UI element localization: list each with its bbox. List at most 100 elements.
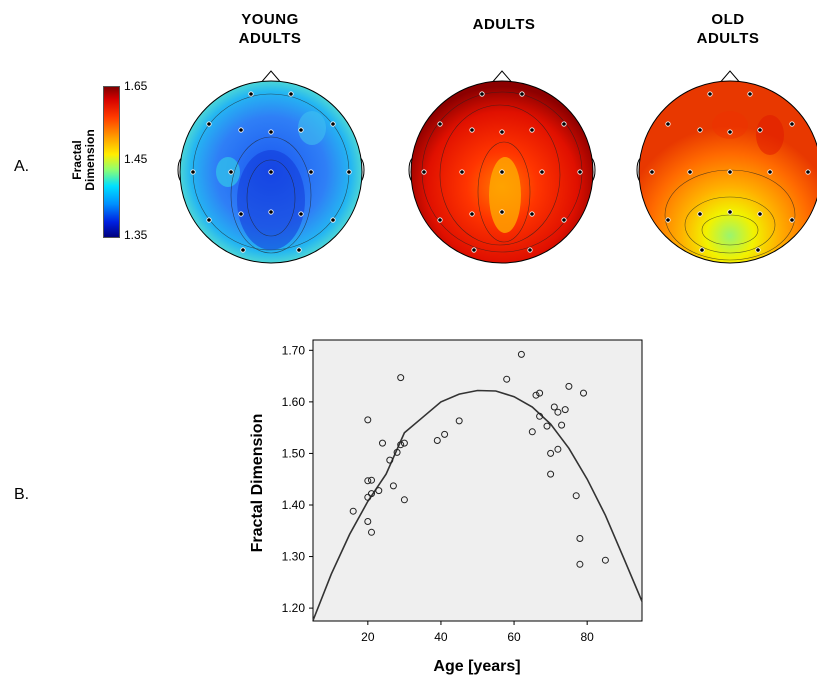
scatter-point — [368, 528, 375, 536]
scatter-point — [561, 406, 569, 414]
electrode-dot — [767, 169, 773, 175]
electrode-dot — [437, 217, 443, 223]
x-tick-label: 20 — [361, 630, 375, 644]
scatter-point — [580, 389, 587, 397]
y-tick-label: 1.60 — [282, 395, 306, 409]
electrode-dot — [697, 127, 703, 133]
y-axis-label: Fractal Dimension — [249, 414, 266, 553]
electrode-dot — [308, 169, 314, 175]
electrode-dot — [499, 129, 505, 135]
map-title-young-line2: ADULTS — [238, 30, 302, 47]
colorbar-gradient — [103, 86, 120, 238]
scatter-point — [441, 430, 449, 438]
y-tick-label: 1.50 — [282, 446, 306, 460]
electrode-dot — [519, 91, 525, 97]
electrode-dot — [727, 209, 733, 215]
scatter-point — [397, 441, 405, 449]
electrode-dot — [228, 169, 234, 175]
scatter-point — [558, 421, 566, 429]
scatter-point — [379, 439, 386, 447]
electrode-dot — [665, 217, 671, 223]
electrode-dot — [296, 247, 302, 253]
scatter-point — [503, 375, 511, 383]
scatter-point — [364, 416, 372, 424]
electrode-dot — [539, 169, 545, 175]
electrodes — [190, 91, 811, 253]
electrode-dot — [238, 127, 244, 133]
electrode-dot — [238, 211, 244, 217]
electrode-dot — [499, 169, 505, 175]
scatter-point — [364, 477, 372, 485]
colorbar-max-label: 1.65 — [124, 79, 148, 93]
scatter-point — [547, 449, 555, 457]
scatter-point — [455, 417, 463, 425]
scatter-point — [543, 422, 551, 430]
electrode-dot — [240, 247, 246, 253]
electrode-dot — [527, 247, 533, 253]
x-tick-label: 60 — [507, 630, 521, 644]
y-axis: 1.20 1.30 1.40 1.50 1.60 1.70 — [282, 343, 313, 615]
scatter-point — [547, 470, 555, 478]
map-title-old-line2: ADULTS — [696, 30, 760, 47]
scatter-point — [572, 492, 580, 500]
electrode-dot — [727, 169, 733, 175]
scatter-point — [528, 428, 536, 436]
electrode-dot — [248, 91, 254, 97]
electrode-dot — [469, 211, 475, 217]
electrode-dot — [699, 247, 705, 253]
electrode-dot — [805, 169, 811, 175]
map-title-adults-line2: ADULTS — [472, 16, 536, 33]
electrode-dot — [330, 217, 336, 223]
x-axis: 20 40 60 80 — [361, 621, 594, 644]
map-title-old-line1: OLD — [711, 11, 745, 28]
scatter-point — [565, 382, 573, 390]
electrode-dot — [529, 211, 535, 217]
electrode-dot — [206, 217, 212, 223]
electrode-dot — [190, 169, 196, 175]
electrode-dot — [577, 169, 583, 175]
electrode-dot — [206, 121, 212, 127]
scatter-point — [554, 445, 562, 453]
scatter-point — [386, 456, 394, 464]
scatter-point — [536, 389, 544, 397]
electrode-dot — [268, 169, 274, 175]
electrode-dot — [757, 127, 763, 133]
scatter-point — [576, 535, 584, 542]
fit-curve — [312, 389, 643, 621]
scatter-point — [375, 487, 383, 495]
scatter-point — [601, 556, 609, 564]
scatter-point — [517, 350, 525, 358]
x-tick-label: 80 — [580, 630, 594, 644]
electrode-dot — [789, 121, 795, 127]
electrode-dot — [298, 127, 304, 133]
electrode-dot — [288, 91, 294, 97]
scatter-point — [433, 437, 441, 444]
scatter-point — [576, 560, 584, 568]
map-title-adults: ADULTS — [434, 15, 574, 34]
electrode-dot — [707, 91, 713, 97]
electrode-dot — [421, 169, 427, 175]
panel-b-label: B. — [14, 486, 30, 503]
electrode-dot — [459, 169, 465, 175]
electrode-dot — [499, 209, 505, 215]
map-title-young: YOUNG ADULTS — [200, 10, 340, 48]
map-title-young-line1: YOUNG — [241, 11, 299, 28]
electrode-dot — [479, 91, 485, 97]
scatter-point — [400, 439, 408, 447]
electrode-dot — [789, 217, 795, 223]
scatter-point — [554, 408, 562, 416]
scatter-point — [536, 412, 544, 420]
data-points — [349, 350, 609, 568]
x-axis-label: Age [years] — [433, 658, 520, 675]
topomaps — [177, 70, 817, 264]
panel-a-label: A. — [14, 158, 30, 175]
scatter-point — [393, 448, 401, 456]
electrode-dot — [561, 121, 567, 127]
scatter-point — [364, 493, 372, 501]
scatter-point — [532, 391, 540, 399]
scatter-point — [349, 507, 357, 515]
plot-area — [312, 339, 643, 622]
y-tick-label: 1.20 — [282, 601, 306, 615]
electrode-dot — [330, 121, 336, 127]
